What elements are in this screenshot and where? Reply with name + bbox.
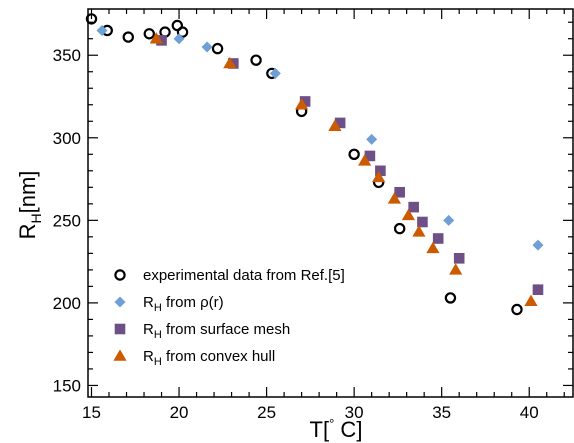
- convex-hull-point: [372, 170, 386, 183]
- surface-mesh-point: [364, 150, 376, 162]
- legend-entry-2: RH from surface mesh: [143, 321, 290, 341]
- axis-tick-labels: 15 20 25 30 35 40 150 200 250 300 350: [53, 46, 539, 422]
- y-tick-label: 200: [53, 294, 81, 313]
- experimental-point: [211, 42, 224, 55]
- surface-mesh-point: [375, 165, 386, 177]
- legend-entry-3-prefix: R: [143, 348, 154, 365]
- legend-entry-2-sub: H: [154, 329, 162, 341]
- rho-point: [173, 33, 185, 45]
- legend-entry-3-sub: H: [154, 356, 162, 368]
- rho-point: [201, 41, 213, 53]
- legend-entry-3-text: from convex hull: [162, 348, 275, 365]
- x-axis-label-tail: C]: [334, 417, 362, 442]
- surface-mesh-point: [532, 284, 544, 295]
- convex-hull-point: [295, 98, 309, 110]
- convex-hull-point: [387, 192, 402, 204]
- rho-point: [532, 239, 544, 251]
- legend-symbol-3: [113, 349, 127, 361]
- legend-entry-0: experimental data from Ref.[5]: [143, 267, 345, 284]
- y-tick-label: 150: [53, 376, 81, 395]
- legend-entry-1-prefix: R: [143, 294, 154, 311]
- surface-mesh-point: [417, 216, 428, 228]
- experimental-point: [444, 292, 457, 304]
- legend-entry-1: RH from ρ(r): [143, 294, 224, 314]
- legend-symbol-0: [114, 269, 126, 281]
- surface-mesh-point: [394, 186, 405, 198]
- axis-ticks: [88, 9, 573, 397]
- legend-symbol-2: [114, 323, 126, 335]
- surface-mesh-point: [453, 253, 465, 264]
- experimental-point: [143, 28, 155, 40]
- x-axis-label: T[° C]: [310, 416, 363, 442]
- y-tick-label: 350: [53, 46, 81, 65]
- y-axis-label: RH[nm]: [15, 171, 44, 240]
- convex-hull-point: [412, 225, 426, 237]
- convex-hull-point: [401, 208, 416, 221]
- legend: experimental data from Ref.[5] RH from ρ…: [113, 267, 345, 368]
- surface-mesh-point: [334, 117, 346, 129]
- convex-hull-point: [426, 241, 440, 254]
- convex-hull-point: [449, 263, 463, 275]
- convex-hull-point: [223, 56, 237, 69]
- experimental-point: [176, 26, 189, 38]
- y-axis-label-main: R: [15, 224, 40, 240]
- experimental-point: [348, 148, 360, 160]
- x-tick-label: 30: [345, 403, 364, 422]
- legend-entry-3: RH from convex hull: [143, 348, 275, 368]
- data-points: [85, 13, 544, 316]
- rho-point: [443, 214, 455, 226]
- plot-area-frame: [87, 8, 574, 398]
- surface-mesh-point: [299, 96, 311, 107]
- legend-entry-2-prefix: R: [143, 321, 154, 338]
- y-axis-label-tail: [nm]: [15, 171, 40, 214]
- experimental-point: [122, 31, 134, 43]
- surface-mesh-point: [156, 35, 167, 46]
- convex-hull-point: [358, 154, 372, 166]
- x-tick-label: 35: [432, 403, 451, 422]
- convex-hull-point: [149, 32, 163, 44]
- y-tick-label: 300: [53, 129, 81, 148]
- experimental-point: [250, 54, 262, 66]
- convex-hull-point: [524, 294, 538, 306]
- legend-symbols: [113, 269, 127, 361]
- x-tick-label: 40: [520, 403, 539, 422]
- legend-entry-1-sub: H: [154, 302, 162, 314]
- y-axis-label-sub: H: [28, 213, 44, 223]
- convex-hull-point: [328, 119, 342, 131]
- rho-point: [269, 67, 281, 79]
- legend-symbol-1: [114, 296, 126, 308]
- experimental-point: [393, 222, 406, 235]
- surface-mesh-point: [432, 233, 444, 244]
- x-tick-label: 25: [257, 403, 276, 422]
- x-axis-label-sup: °: [329, 416, 334, 431]
- x-axis-label-main: T[: [310, 417, 330, 442]
- experimental-point: [511, 303, 523, 316]
- experimental-point: [85, 13, 98, 25]
- legend-entry-2-text: from surface mesh: [162, 321, 290, 338]
- rho-point: [366, 133, 378, 145]
- x-tick-label: 15: [82, 403, 101, 422]
- surface-mesh-point: [408, 201, 419, 213]
- rho-point: [96, 24, 108, 36]
- x-tick-label: 20: [170, 403, 189, 422]
- legend-entry-1-text: from ρ(r): [162, 294, 224, 311]
- y-tick-label: 250: [53, 211, 81, 230]
